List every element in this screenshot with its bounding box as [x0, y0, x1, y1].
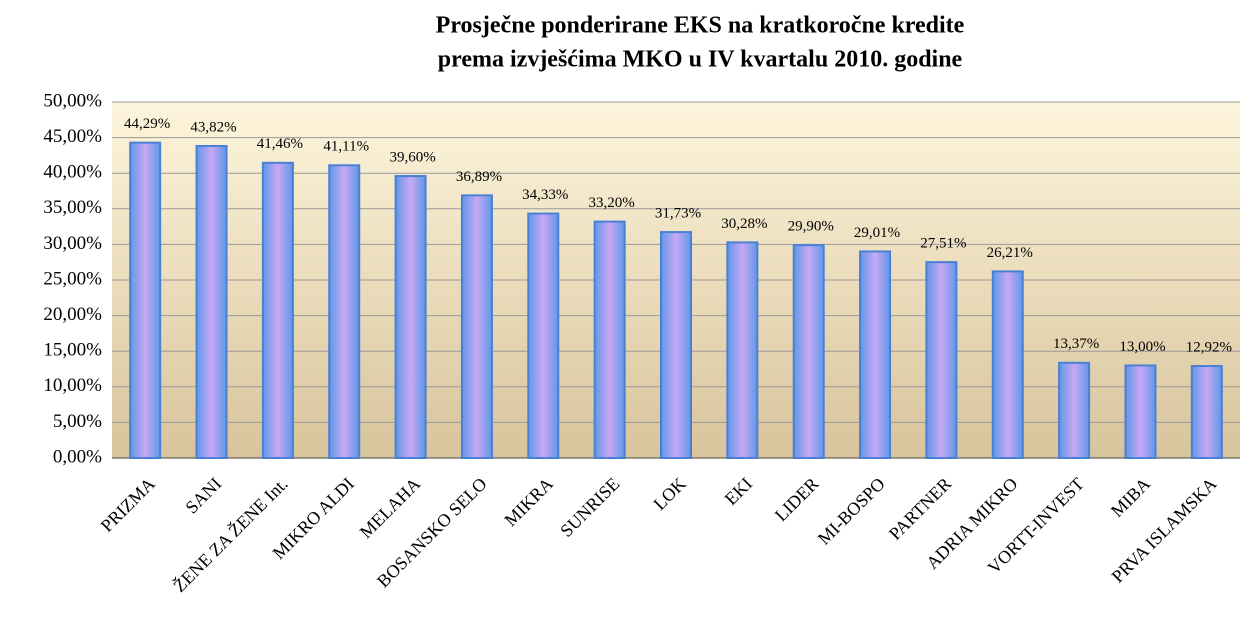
y-tick-label: 50,00% — [43, 90, 102, 111]
y-tick-label: 15,00% — [43, 340, 102, 361]
x-tick-label: PARTNER — [885, 474, 955, 544]
x-tick-label: MI-BOSPO — [814, 474, 889, 549]
x-tick-label: ŽENE ZA ŽENE Int. — [169, 473, 292, 596]
data-label: 36,89% — [456, 169, 502, 185]
y-tick-label: 5,00% — [53, 411, 102, 432]
bar — [195, 145, 228, 460]
data-label: 44,29% — [124, 116, 170, 132]
bar — [1124, 364, 1157, 459]
x-tick-label: PRIZMA — [97, 474, 159, 536]
y-tick-label: 40,00% — [43, 162, 102, 183]
bar — [1058, 361, 1091, 459]
data-label: 13,00% — [1119, 339, 1165, 355]
y-tick-label: 45,00% — [43, 126, 102, 147]
data-label: 34,33% — [522, 187, 568, 203]
data-label: 27,51% — [920, 236, 966, 252]
bar — [460, 194, 493, 459]
data-label: 29,01% — [854, 225, 900, 241]
data-label: 39,60% — [389, 149, 435, 165]
data-label: 13,37% — [1053, 336, 1099, 352]
bar — [859, 250, 892, 459]
x-tick-label: MIBA — [1107, 474, 1154, 521]
x-tick-label: LIDER — [771, 474, 823, 526]
bar — [261, 161, 294, 459]
chart-title: Prosječne ponderirane EKS na kratkoročne… — [436, 13, 965, 39]
bar — [660, 231, 692, 459]
chart-title: prema izvješćima MKO u IV kvartalu 2010.… — [438, 47, 963, 73]
x-tick-label: EKI — [721, 474, 756, 509]
x-tick-label: LOK — [649, 474, 689, 514]
bar — [593, 220, 626, 459]
y-tick-label: 30,00% — [43, 233, 102, 254]
data-label: 26,21% — [987, 245, 1033, 261]
data-label: 41,11% — [323, 139, 369, 155]
data-label: 43,82% — [190, 119, 236, 135]
bar — [792, 244, 825, 459]
x-tick-label: SUNRISE — [556, 474, 623, 541]
data-label: 31,73% — [655, 206, 701, 222]
x-tick-label: BOSANSKO SELO — [373, 474, 491, 592]
y-tick-label: 25,00% — [43, 268, 102, 289]
y-tick-label: 10,00% — [43, 375, 102, 396]
data-label: 41,46% — [257, 136, 303, 152]
bar — [328, 164, 361, 459]
x-tick-label: MIKRA — [500, 474, 557, 531]
bar — [991, 270, 1024, 459]
data-label: 12,92% — [1186, 339, 1232, 355]
bar — [925, 261, 958, 460]
y-tick-label: 20,00% — [43, 304, 102, 325]
x-tick-label: MELAHA — [356, 474, 425, 543]
x-tick-label: SANI — [181, 474, 225, 518]
y-tick-label: 0,00% — [53, 446, 102, 467]
bar — [1190, 365, 1223, 460]
data-label: 30,28% — [721, 216, 767, 232]
data-label: 33,20% — [589, 195, 635, 211]
bar — [129, 141, 162, 459]
y-tick-label: 35,00% — [43, 197, 102, 218]
bar — [726, 241, 759, 459]
bar — [527, 212, 560, 459]
data-label: 29,90% — [788, 219, 834, 235]
bar — [394, 175, 427, 459]
